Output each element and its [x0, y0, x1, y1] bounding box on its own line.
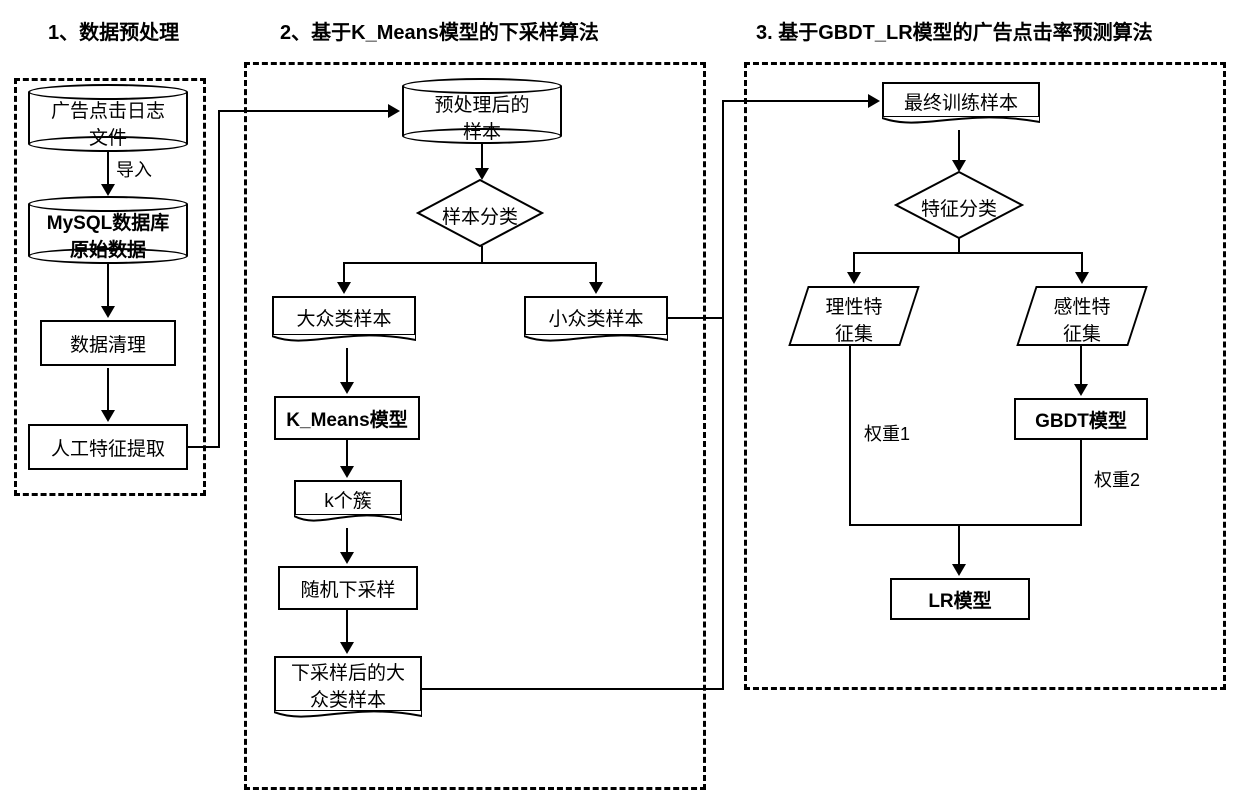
edge-minor-train-h1: [668, 317, 722, 319]
arrow-pre-classify: [475, 168, 489, 180]
node-downsample-label: 随机下采样: [300, 575, 395, 602]
edge-lr-merge-v: [958, 524, 960, 566]
node-mysql: MySQL数据库原始数据: [28, 196, 188, 264]
edge-feat-pre-h1: [188, 446, 220, 448]
edge-feat-pre-v: [218, 110, 220, 448]
node-minor-sample-wave: [524, 334, 668, 348]
edge-kcluster-downs: [346, 528, 348, 554]
node-mysql-label: MySQL数据库原始数据: [28, 208, 188, 262]
edge-classify-hsplit: [343, 262, 597, 264]
arrow-fclass-emotion: [1075, 272, 1089, 284]
node-minor-sample: 小众类样本: [524, 296, 668, 336]
edge-label-w2: 权重2: [1094, 466, 1140, 492]
node-major-sample: 大众类样本: [272, 296, 416, 336]
arrow-emotion-gbdt: [1074, 384, 1088, 396]
node-rational-feature-label: 理性特征集: [790, 292, 918, 346]
node-downsample: 随机下采样: [278, 566, 418, 610]
node-minor-sample-label: 小众类样本: [548, 304, 643, 331]
node-kmeans: K_Means模型: [274, 396, 420, 440]
node-sample-classify-label: 样本分类: [418, 202, 542, 229]
panel-title-1: 1、数据预处理: [48, 16, 179, 45]
arrow-merge-train: [868, 94, 880, 108]
flowchart-canvas: 1、数据预处理 2、基于K_Means模型的下采样算法 3. 基于GBDT_LR…: [0, 0, 1240, 798]
edge-fclass-emotion-v: [1081, 252, 1083, 274]
node-feature: 人工特征提取: [28, 424, 188, 470]
node-sample-classify: 样本分类: [418, 180, 542, 246]
edge-lr-merge-h: [849, 524, 1082, 526]
edge-classify-minor-v: [595, 262, 597, 284]
arrow-clean-feature: [101, 410, 115, 422]
node-clean: 数据清理: [40, 320, 176, 366]
edge-fclass-rational-v: [853, 252, 855, 274]
node-downsample-result-label: 下采样后的大众类样本: [291, 658, 405, 712]
arrow-classify-major: [337, 282, 351, 294]
edge-mysql-clean: [107, 264, 109, 308]
node-kcluster: k个簇: [294, 480, 402, 516]
node-kmeans-label: K_Means模型: [286, 405, 407, 432]
edge-kmeans-kcluster: [346, 440, 348, 468]
node-train-sample-label: 最终训练样本: [904, 88, 1018, 115]
panel-title-2: 2、基于K_Means模型的下采样算法: [280, 16, 599, 45]
arrow-kcluster-downs: [340, 552, 354, 564]
node-gbdt-label: GBDT模型: [1035, 406, 1127, 433]
arrow-kmeans-kcluster: [340, 466, 354, 478]
edge-downs-dresult: [346, 610, 348, 644]
node-downsample-result: 下采样后的大众类样本: [274, 656, 422, 712]
panel-title-3: 3. 基于GBDT_LR模型的广告点击率预测算法: [756, 16, 1153, 45]
node-emotion-feature: 感性特征集: [1018, 286, 1146, 346]
edge-feat-pre-h2: [218, 110, 390, 112]
node-kcluster-label: k个簇: [324, 486, 372, 513]
arrow-lr-merge: [952, 564, 966, 576]
arrow-feat-pre: [388, 104, 400, 118]
node-logfile-label: 广告点击日志文件: [28, 96, 188, 150]
edge-emotion-gbdt: [1080, 346, 1082, 386]
arrow-train-fclass: [952, 160, 966, 172]
node-preprocessed-label: 预处理后的样本: [402, 90, 562, 144]
node-logfile: 广告点击日志文件: [28, 84, 188, 152]
edge-classify-major-v: [343, 262, 345, 284]
node-lr: LR模型: [890, 578, 1030, 620]
node-train-sample: 最终训练样本: [882, 82, 1040, 118]
edge-merge-train-h: [722, 100, 870, 102]
edge-major-kmeans: [346, 348, 348, 384]
edge-merge-vertical: [722, 100, 724, 690]
node-downsample-result-wave: [274, 710, 422, 724]
node-clean-label: 数据清理: [70, 330, 146, 357]
node-feature-classify-label: 特征分类: [896, 194, 1022, 221]
arrow-fclass-rational: [847, 272, 861, 284]
arrow-logfile-mysql: [101, 184, 115, 196]
node-gbdt: GBDT模型: [1014, 398, 1148, 440]
edge-fclass-hsplit: [853, 252, 1083, 254]
edge-rational-lr-v: [849, 346, 851, 526]
arrow-major-kmeans: [340, 382, 354, 394]
node-rational-feature: 理性特征集: [790, 286, 918, 346]
edge-gbdt-lr-v: [1080, 440, 1082, 526]
node-major-sample-label: 大众类样本: [296, 304, 391, 331]
edge-train-fclass: [958, 130, 960, 162]
edge-dresult-train-h1: [422, 688, 724, 690]
node-kcluster-wave: [294, 514, 402, 528]
node-lr-label: LR模型: [928, 586, 991, 613]
arrow-mysql-clean: [101, 306, 115, 318]
node-feature-label: 人工特征提取: [51, 434, 165, 461]
edge-logfile-mysql: [107, 152, 109, 186]
node-preprocessed: 预处理后的样本: [402, 78, 562, 144]
node-train-sample-wave: [882, 116, 1040, 130]
arrow-classify-minor: [589, 282, 603, 294]
edge-label-import: 导入: [116, 156, 152, 182]
edge-pre-classify: [481, 144, 483, 170]
edge-clean-feature: [107, 368, 109, 412]
node-major-sample-wave: [272, 334, 416, 348]
node-feature-classify: 特征分类: [896, 172, 1022, 238]
arrow-downs-dresult: [340, 642, 354, 654]
node-emotion-feature-label: 感性特征集: [1018, 292, 1146, 346]
edge-label-w1: 权重1: [864, 420, 910, 446]
